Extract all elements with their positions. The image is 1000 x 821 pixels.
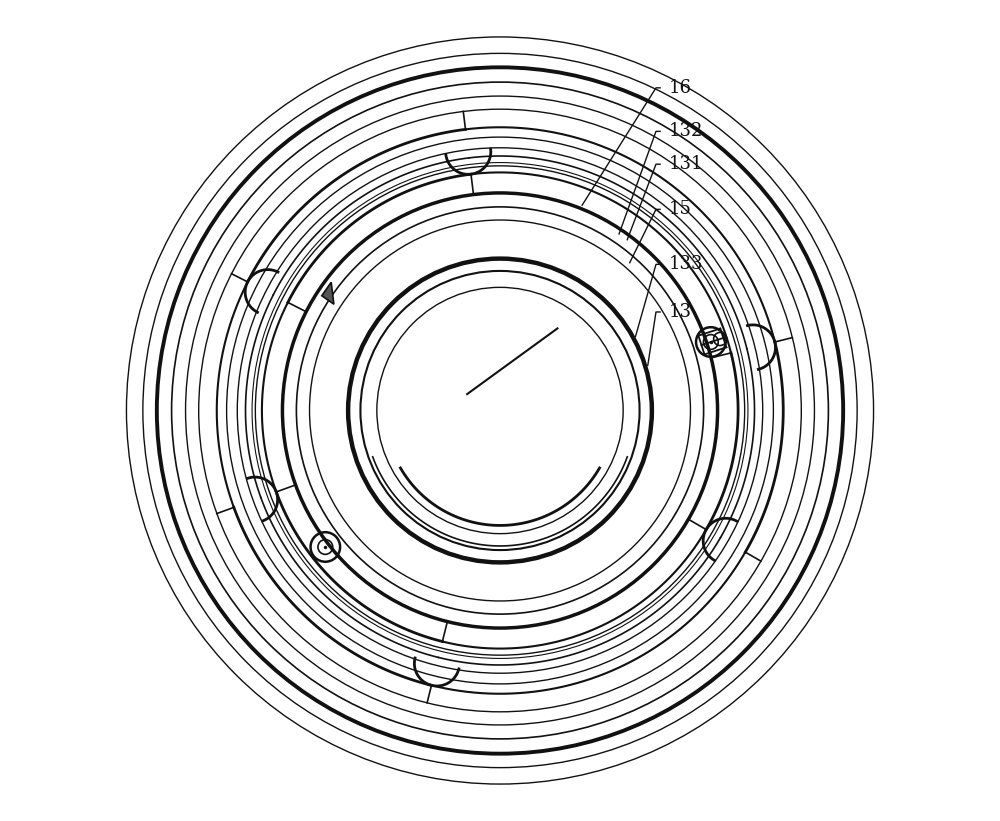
- Text: 13: 13: [668, 303, 691, 321]
- Polygon shape: [322, 282, 334, 305]
- Text: 133: 133: [668, 255, 703, 273]
- Text: 131: 131: [668, 155, 703, 173]
- Text: 15: 15: [668, 200, 691, 218]
- Text: 132: 132: [668, 122, 703, 140]
- Text: 16: 16: [668, 79, 691, 97]
